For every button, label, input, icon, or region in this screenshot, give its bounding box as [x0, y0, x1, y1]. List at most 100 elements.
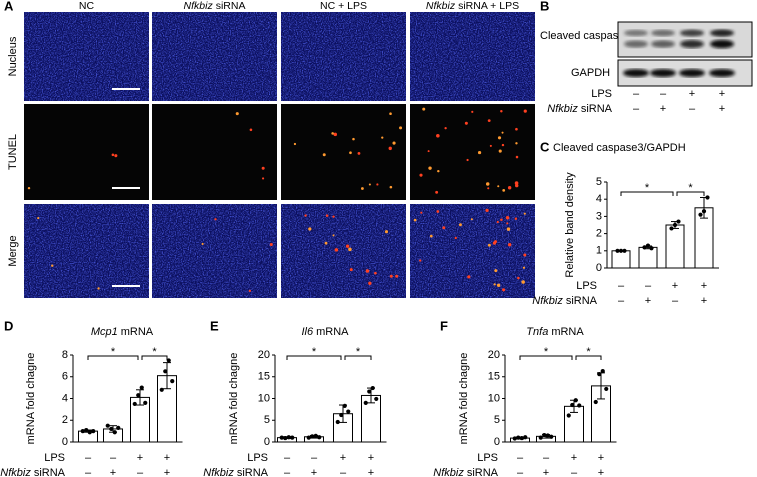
tunel-dot — [444, 126, 447, 130]
condition-label-part: Nfkbiz — [0, 467, 31, 477]
data-point — [109, 426, 114, 432]
panel-letter: A — [4, 0, 14, 13]
tunel-dot — [331, 132, 334, 135]
tunel-dot — [485, 208, 489, 212]
tunel-dot — [515, 127, 518, 131]
tunel-dot — [502, 188, 506, 192]
condition-sign: – — [689, 103, 696, 115]
tunel-dot — [515, 142, 518, 145]
tunel-dot — [506, 227, 511, 231]
data-point — [570, 402, 575, 408]
tunel-dot — [114, 154, 118, 158]
condition-sign: – — [110, 452, 117, 464]
micrograph-noise — [152, 12, 277, 101]
tunel-dot — [494, 240, 498, 244]
condition-label: LPS — [247, 452, 268, 464]
condition-sign: – — [284, 452, 291, 464]
tunel-dot — [399, 126, 403, 130]
y-tick-label: 0 — [494, 436, 500, 448]
tunel-dot — [360, 187, 364, 190]
data-point — [163, 369, 168, 374]
data-point — [549, 434, 554, 439]
tunel-dot — [454, 236, 457, 240]
y-tick-label: 0 — [62, 436, 68, 448]
tunel-dot — [487, 119, 491, 123]
tunel-dot — [428, 166, 432, 170]
data-point — [642, 245, 647, 250]
data-point — [317, 435, 322, 440]
data-point — [519, 435, 524, 441]
tunel-dot — [269, 242, 273, 247]
chart-title: Il6 mRNA — [301, 326, 349, 338]
data-point — [313, 433, 318, 439]
tunel-dot — [419, 259, 422, 262]
chart-title: Mcp1 mRNA — [91, 326, 154, 338]
condition-sign: – — [137, 467, 144, 477]
condition-label-part: Nfkbiz — [547, 103, 578, 115]
data-point — [597, 372, 602, 377]
chart-title: Cleaved caspase3/GAPDH — [553, 142, 686, 154]
data-point — [112, 430, 117, 435]
data-point — [573, 398, 578, 403]
tunel-dot — [501, 143, 505, 147]
tunel-dot — [389, 274, 393, 278]
y-tick-label: 2 — [596, 228, 602, 240]
band — [680, 29, 704, 37]
data-point — [705, 195, 710, 200]
data-point — [342, 403, 347, 408]
tunel-dot — [332, 234, 335, 237]
condition-sign: – — [618, 295, 625, 307]
data-point — [615, 248, 620, 253]
data-point — [545, 433, 550, 438]
tunel-dot — [214, 218, 217, 221]
band — [624, 40, 648, 48]
condition-label: LPS — [576, 280, 597, 292]
tunel-dot — [470, 218, 473, 221]
data-point — [516, 435, 521, 440]
micrograph-noise — [281, 12, 406, 101]
data-point — [170, 379, 175, 384]
condition-sign: + — [598, 452, 604, 464]
condition-sign: + — [137, 452, 143, 464]
tunel-dot — [413, 218, 417, 222]
condition-label-part: siRNA — [566, 295, 598, 307]
data-point — [136, 393, 141, 398]
data-point — [80, 429, 85, 434]
tunel-dot — [357, 151, 361, 155]
data-point — [87, 430, 92, 435]
tunel-dot — [523, 253, 527, 257]
tunel-dot — [497, 185, 500, 188]
condition-sign: – — [645, 280, 652, 292]
condition-label-part: LPS — [591, 88, 612, 100]
tunel-dot — [349, 151, 352, 155]
condition-sign: + — [598, 467, 604, 477]
significance-bracket — [620, 191, 674, 196]
data-point — [672, 222, 678, 228]
condition-label: Nfkbiz siRNA — [433, 467, 498, 477]
micrograph — [24, 104, 149, 200]
y-axis-label: Relative band density — [564, 172, 576, 278]
y-tick-label: 10 — [488, 392, 500, 404]
condition-sign: – — [660, 88, 667, 100]
condition-label-part: LPS — [477, 452, 498, 464]
significance-bracket — [344, 355, 372, 360]
chart-title-part: mRNA — [551, 326, 584, 338]
tunel-dot — [522, 266, 526, 269]
y-tick-label: 2 — [62, 414, 68, 426]
data-point — [310, 434, 315, 439]
tunel-dot — [489, 144, 492, 147]
tunel-dot — [261, 177, 265, 180]
tunel-dot — [368, 183, 371, 186]
condition-sign: – — [672, 295, 679, 307]
data-point — [566, 413, 571, 418]
tunel-dot — [501, 131, 504, 134]
condition-sign: – — [618, 280, 625, 292]
tunel-dot — [348, 247, 352, 252]
data-point — [593, 399, 598, 405]
significance-label: * — [645, 182, 650, 194]
panel-letter: F — [440, 318, 448, 333]
band — [624, 29, 648, 37]
y-tick-label: 1 — [596, 245, 602, 257]
tunel-dot — [395, 274, 399, 278]
tunel-dot — [466, 158, 469, 162]
